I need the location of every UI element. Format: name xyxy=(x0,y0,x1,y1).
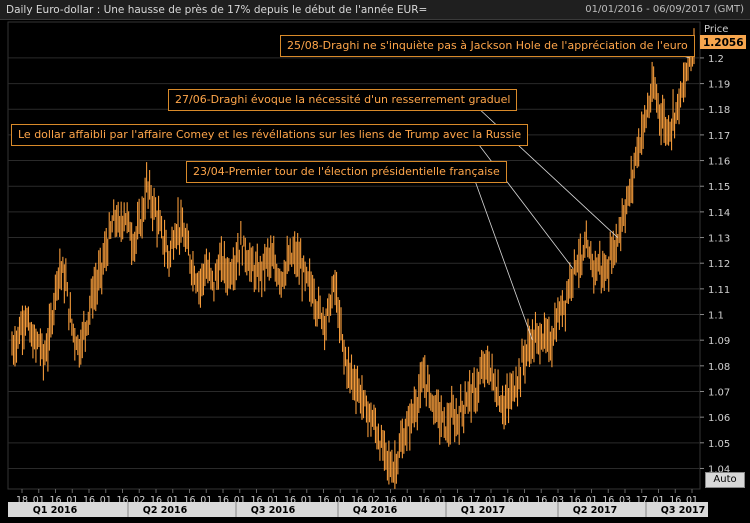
date-range: 01/01/2016 - 06/09/2017 (GMT) xyxy=(585,4,744,15)
quarter-label: Q2 2017 xyxy=(573,505,617,516)
x-tick-label: 01 xyxy=(267,495,279,506)
x-tick-label: 16 xyxy=(451,495,463,506)
x-tick-label: 01 xyxy=(686,495,698,506)
x-tick-label: 16 xyxy=(418,495,430,506)
x-tick-label: 01 xyxy=(66,495,78,506)
x-tick-label: 02 xyxy=(133,495,145,506)
x-tick-label: 18 xyxy=(16,495,28,506)
y-tick-label: 1.09 xyxy=(708,336,730,347)
y-tick-label: 1.06 xyxy=(708,413,730,424)
price-axis-label: Price xyxy=(704,24,728,35)
x-tick-label: 03 xyxy=(619,495,631,506)
x-tick-label: 01 xyxy=(518,495,530,506)
x-tick-label: 01 xyxy=(200,495,212,506)
x-tick-label: 01 xyxy=(485,495,497,506)
quarter-label: Q1 2016 xyxy=(33,505,78,516)
x-tick-label: 01 xyxy=(234,495,246,506)
x-tick-label: 01 xyxy=(585,495,597,506)
y-tick-label: 1.14 xyxy=(708,208,730,219)
quarter-strip xyxy=(8,502,708,517)
x-tick-label: 16 xyxy=(83,495,95,506)
x-tick-label: 16 xyxy=(49,495,61,506)
y-tick-label: 1.05 xyxy=(708,439,730,450)
x-tick-label: 01 xyxy=(301,495,313,506)
annotation-french-election: 23/04-Premier tour de l'élection préside… xyxy=(186,161,507,183)
x-tick-label: 02 xyxy=(368,495,380,506)
x-tick-label: 01 xyxy=(33,495,45,506)
x-tick-label: 16 xyxy=(569,495,581,506)
y-tick-label: 1.07 xyxy=(708,387,730,398)
last-price-box xyxy=(700,35,746,49)
x-tick-label: 16 xyxy=(250,495,262,506)
x-tick-label: 01 xyxy=(652,495,664,506)
x-tick-label: 01 xyxy=(334,495,346,506)
x-tick-label: 03 xyxy=(552,495,564,506)
y-tick-label: 1.04 xyxy=(708,464,730,475)
x-tick-label: 17 xyxy=(468,495,480,506)
x-tick-label: 01 xyxy=(100,495,112,506)
quarter-label: Q4 2016 xyxy=(353,505,398,516)
quarter-label: Q3 2016 xyxy=(251,505,296,516)
last-price-value: 1.2056 xyxy=(703,37,744,49)
y-tick-label: 1.1 xyxy=(708,311,724,322)
chart-title: Daily Euro-dollar : Une hausse de près d… xyxy=(6,4,428,16)
annotation-comey-affair: Le dollar affaibli par l'affaire Comey e… xyxy=(11,124,529,146)
x-tick-label: 01 xyxy=(401,495,413,506)
y-tick-label: 1.08 xyxy=(708,362,730,373)
quarter-label: Q3 2017 xyxy=(661,505,705,516)
x-tick-label: 17 xyxy=(636,495,648,506)
y-tick-label: 1.17 xyxy=(708,131,730,142)
quarter-axis: Q1 2016 Q2 2016 Q3 2016 Q4 2016 Q1 2017 Q2 20… xyxy=(8,502,708,517)
x-tick-label: 16 xyxy=(351,495,363,506)
y-tick-label: 1.15 xyxy=(708,182,730,193)
y-tick-label: 1.19 xyxy=(708,80,730,91)
title-bar: Daily Euro-dollar : Une hausse de près d… xyxy=(0,0,750,20)
x-tick-label: 16 xyxy=(535,495,547,506)
x-tick-label: 16 xyxy=(502,495,514,506)
x-tick-label: 16 xyxy=(150,495,162,506)
annotation-jackson-hole: 25/08-Draghi ne s'inquiète pas à Jackson… xyxy=(280,35,695,57)
y-tick-label: 1.18 xyxy=(708,105,730,116)
x-tick-label: 16 xyxy=(602,495,614,506)
x-tick-label: 16 xyxy=(317,495,329,506)
x-tick-label: 01 xyxy=(167,495,179,506)
x-tick-label: 16 xyxy=(669,495,681,506)
y-tick-label: 1.16 xyxy=(708,157,730,168)
y-tick-label: 1.12 xyxy=(708,259,730,270)
x-tick-label: 16 xyxy=(217,495,229,506)
quarter-label: Q2 2016 xyxy=(143,505,188,516)
x-tick-label: 16 xyxy=(284,495,296,506)
y-tick-label: 1.11 xyxy=(708,285,730,296)
y-tick-label: 1.2 xyxy=(708,54,724,65)
x-tick-label: 16 xyxy=(183,495,195,506)
x-tick-label: 01 xyxy=(435,495,447,506)
y-tick-label: 1.13 xyxy=(708,234,730,245)
quarter-label: Q1 2017 xyxy=(461,505,505,516)
auto-scale-button[interactable]: Auto xyxy=(705,472,745,488)
x-tick-label: 16 xyxy=(116,495,128,506)
annotation-leader-line xyxy=(473,177,533,341)
x-tick-label: 16 xyxy=(384,495,396,506)
annotation-gradual-tightening: 27/06-Draghi évoque la nécessité d'un re… xyxy=(168,89,518,111)
